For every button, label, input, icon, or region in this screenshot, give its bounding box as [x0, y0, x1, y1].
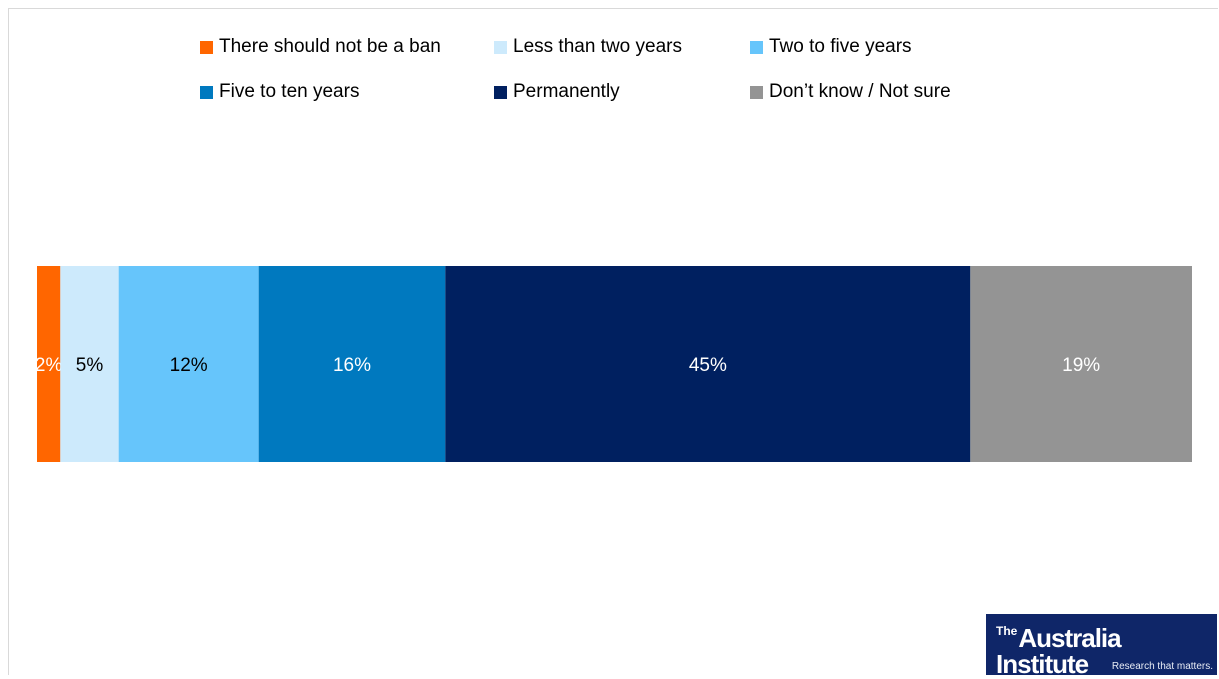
- legend-label: Less than two years: [513, 36, 682, 57]
- bar-segment: [60, 266, 119, 462]
- logo-name: TheAustralia Institute: [996, 625, 1217, 677]
- chart-frame: [8, 8, 1218, 675]
- data-label: 12%: [170, 355, 208, 376]
- legend-item: Permanently: [494, 79, 620, 105]
- logo-superscript: The: [996, 624, 1018, 638]
- legend-label: Permanently: [513, 81, 620, 102]
- bar-segment: [970, 266, 1192, 462]
- legend-item: Don’t know / Not sure: [750, 79, 951, 105]
- legend-label: Five to ten years: [219, 81, 360, 102]
- bar-segment: [37, 266, 61, 462]
- data-label: 19%: [1062, 355, 1100, 376]
- australia-institute-logo: TheAustralia Institute Research that mat…: [986, 614, 1217, 677]
- bar-segment: [258, 266, 446, 462]
- bar-segment: [118, 266, 259, 462]
- legend-item: Less than two years: [494, 34, 682, 60]
- data-label: 2%: [35, 355, 63, 376]
- data-label: 5%: [76, 355, 104, 376]
- legend-swatch: [200, 40, 213, 54]
- legend-swatch: [750, 85, 763, 99]
- data-label: 45%: [689, 355, 727, 376]
- legend-swatch: [494, 40, 507, 54]
- legend-item: There should not be a ban: [200, 34, 441, 60]
- legend-label: Don’t know / Not sure: [769, 81, 951, 102]
- legend-item: Two to five years: [750, 34, 912, 60]
- legend-swatch: [494, 85, 507, 99]
- legend-label: Two to five years: [769, 36, 912, 57]
- legend-swatch: [750, 40, 763, 54]
- bar-segment: [445, 266, 971, 462]
- data-label: 16%: [333, 355, 371, 376]
- logo-title: Australia Institute: [996, 623, 1122, 679]
- logo-tagline: Research that matters.: [1111, 661, 1213, 672]
- legend-label: There should not be a ban: [219, 36, 441, 57]
- legend-swatch: [200, 85, 213, 99]
- legend-item: Five to ten years: [200, 79, 359, 105]
